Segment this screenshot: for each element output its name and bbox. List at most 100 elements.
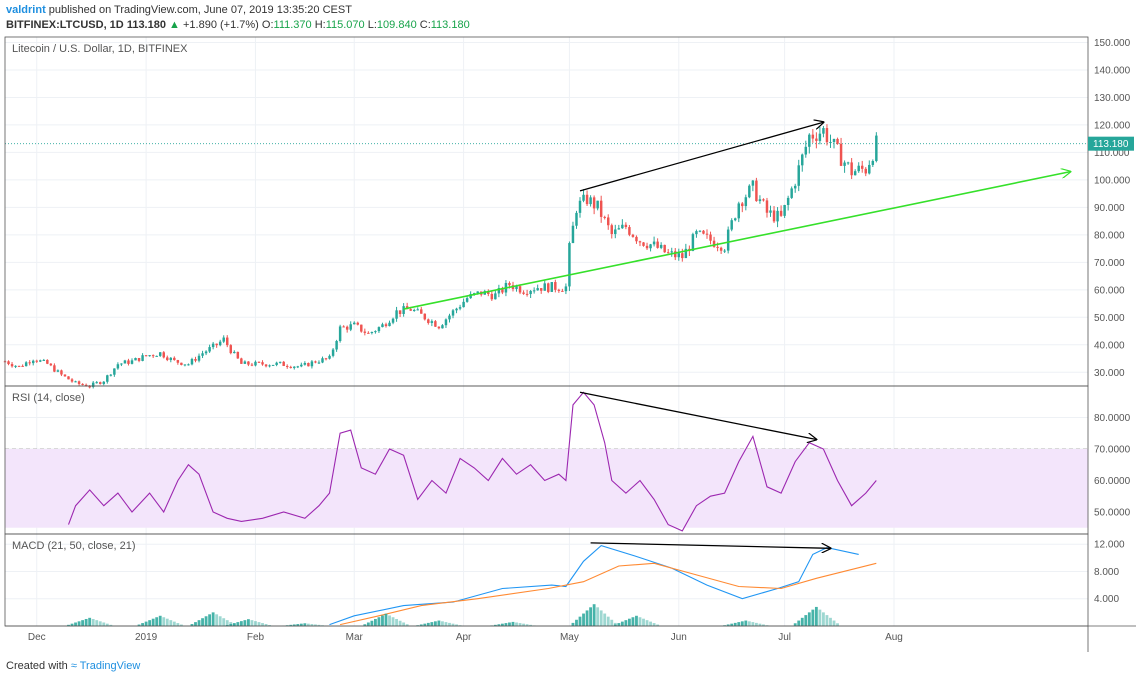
candle-body — [469, 294, 472, 299]
candle-body — [451, 310, 455, 316]
candle-body — [543, 283, 546, 291]
close-value: 113.180 — [430, 19, 470, 31]
chart-canvas[interactable]: 150.000 140.000 130.000 120.000 110.000 100.0… — [0, 0, 1140, 660]
macd-histogram-bar — [518, 623, 522, 626]
candle-body — [215, 343, 218, 346]
candle-body — [17, 365, 21, 367]
tradingview-logo-icon[interactable]: ≈ — [70, 660, 77, 672]
candle-body — [455, 308, 458, 311]
candle-body — [77, 381, 81, 384]
macd-histogram-bar — [730, 623, 734, 626]
signal-line — [339, 562, 877, 626]
candle-body — [360, 324, 363, 332]
trendline-annotations[interactable] — [403, 122, 1071, 548]
candle-body — [10, 364, 14, 367]
candle-body — [264, 364, 268, 367]
candle-body — [797, 165, 800, 186]
candle-body — [53, 365, 56, 372]
macd-histogram-bar — [582, 613, 585, 626]
macd-histogram-bar — [373, 618, 377, 626]
candle-body — [804, 146, 808, 155]
candle-body — [772, 210, 776, 222]
candle-body — [649, 244, 652, 249]
candle-body — [550, 282, 554, 292]
candle-body — [733, 218, 737, 221]
macd-histogram-bar — [102, 622, 106, 626]
x-tick-label: Feb — [247, 632, 265, 643]
x-tick-label: Mar — [346, 632, 364, 643]
macd-histogram-bar — [620, 621, 624, 626]
price-y-tick-label: 110.000 — [1094, 148, 1130, 159]
candle-body — [88, 386, 91, 388]
divergence-trendline — [590, 542, 831, 548]
candle-body — [158, 352, 162, 356]
macd-histogram-bar — [444, 622, 448, 626]
macd-histogram-bar — [804, 615, 808, 626]
candle-body — [282, 361, 285, 366]
candle-body — [801, 154, 804, 166]
macd-histogram-bar — [793, 623, 797, 626]
candle-body — [596, 200, 599, 209]
candle-body — [257, 361, 261, 363]
candle-body — [631, 234, 635, 237]
candle-body — [670, 251, 673, 253]
candle-body — [606, 217, 610, 226]
candle-body — [218, 341, 222, 346]
macd-histogram-bar — [437, 620, 441, 626]
candle-body — [430, 321, 434, 323]
macd-histogram-bar — [656, 624, 660, 626]
candle-body — [254, 361, 257, 366]
candle-body — [67, 376, 70, 380]
price-y-tick-label: 50.000 — [1094, 313, 1125, 324]
candle-body — [24, 362, 28, 367]
x-tick-label: Jun — [671, 632, 687, 643]
candle-body — [300, 364, 303, 367]
macd-histogram-bar — [377, 617, 381, 626]
candle-body — [755, 180, 758, 202]
candle-body — [63, 374, 67, 377]
macd-histogram-bar — [726, 624, 730, 626]
candle-body — [868, 164, 871, 174]
candle-body — [324, 358, 328, 360]
candle-body — [201, 353, 204, 356]
grid-lines — [5, 37, 1088, 626]
price-y-tick-label: 130.000 — [1094, 93, 1131, 104]
candle-body — [46, 359, 49, 364]
candle-body — [278, 361, 282, 363]
price-y-tick-label: 70.000 — [1094, 258, 1125, 269]
candle-body — [243, 361, 247, 364]
x-tick-label: Apr — [456, 632, 472, 643]
candle-body — [134, 358, 137, 361]
candle-body — [726, 229, 730, 251]
author-name[interactable]: valdrint — [6, 4, 46, 16]
candle-body — [395, 310, 398, 319]
candle-body — [335, 340, 338, 350]
candle-body — [723, 250, 726, 252]
price-y-tick-label: 60.000 — [1094, 285, 1125, 296]
macd-histogram-bar — [529, 624, 533, 626]
macd-histogram-bar — [81, 620, 85, 626]
macd-histogram-bar — [627, 618, 631, 626]
candle-body — [211, 343, 215, 348]
macd-histogram-bar — [137, 624, 141, 626]
candle-body — [127, 360, 130, 364]
candle-body — [571, 225, 575, 244]
candle-body — [871, 161, 875, 165]
macd-histogram-bar — [239, 621, 243, 626]
candle-body — [582, 194, 585, 201]
divergence-trendline — [579, 391, 816, 439]
macd-histogram-bar — [84, 618, 88, 626]
tradingview-brand[interactable]: TradingView — [79, 660, 141, 672]
macd-histogram-bar — [105, 623, 109, 626]
macd-histogram-bar — [631, 617, 635, 626]
candle-body — [42, 359, 46, 361]
candle-body — [342, 326, 345, 328]
candle-body — [99, 382, 102, 384]
macd-histogram-bar — [747, 621, 751, 626]
candle-body — [557, 289, 561, 291]
macd-histogram-bar — [430, 622, 434, 626]
candle-body — [529, 290, 532, 295]
candle-body — [148, 355, 151, 357]
candle-body — [599, 200, 603, 217]
x-tick-label: Aug — [885, 632, 903, 643]
